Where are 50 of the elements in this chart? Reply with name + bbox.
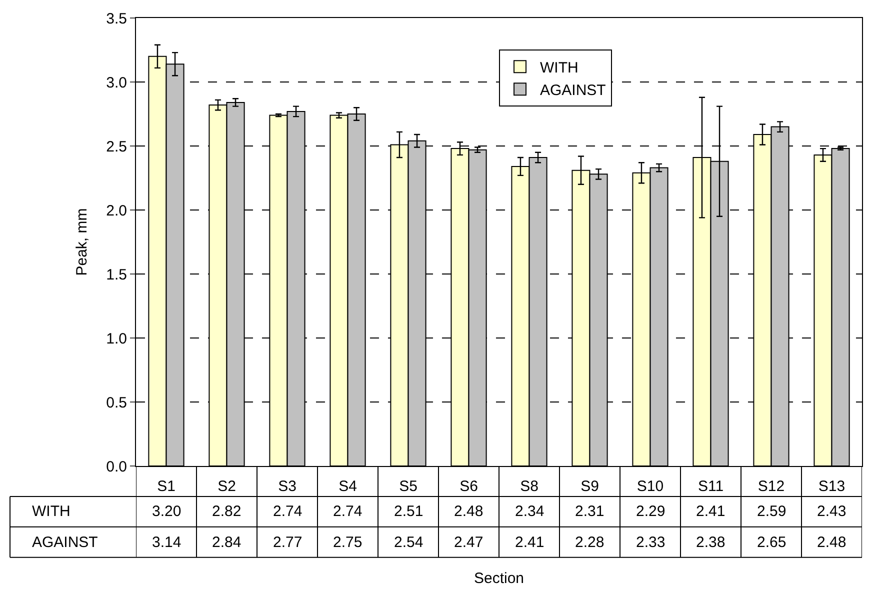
data-label: 3.14 bbox=[152, 534, 182, 551]
data-label: 2.74 bbox=[333, 503, 362, 520]
y-tick-label: 3.5 bbox=[106, 10, 127, 28]
x-tick-label: S8 bbox=[520, 478, 538, 495]
y-tick-label: 2.0 bbox=[106, 202, 127, 220]
x-tick-label: S9 bbox=[580, 478, 599, 495]
x-tick-label: S5 bbox=[399, 478, 418, 495]
legend-label: WITH bbox=[540, 59, 578, 76]
data-label: 2.65 bbox=[757, 534, 786, 551]
data-label: 2.77 bbox=[273, 534, 302, 551]
data-label: 2.38 bbox=[696, 534, 726, 551]
data-label: 2.82 bbox=[212, 503, 242, 520]
data-label: 2.48 bbox=[817, 534, 846, 551]
data-label: 2.33 bbox=[636, 534, 666, 551]
data-label: 2.59 bbox=[757, 503, 786, 520]
y-tick-label: 0.0 bbox=[106, 458, 127, 476]
x-tick-label: S2 bbox=[218, 478, 236, 495]
text: WITH bbox=[32, 503, 70, 520]
x-axis-title: Section bbox=[474, 570, 524, 587]
x-tick-label: S3 bbox=[278, 478, 296, 495]
data-label: 2.28 bbox=[575, 534, 604, 551]
x-tick-label: S4 bbox=[338, 478, 357, 495]
data-label: 2.47 bbox=[454, 534, 484, 551]
legend-label: AGAINST bbox=[540, 82, 606, 99]
data-label: 2.74 bbox=[273, 503, 302, 520]
y-tick-label: 2.5 bbox=[106, 138, 127, 156]
y-tick-label: 1.5 bbox=[106, 266, 127, 284]
y-tick-label: 0.5 bbox=[106, 394, 127, 412]
data-label: 2.75 bbox=[333, 534, 362, 551]
x-tick-label: S10 bbox=[636, 478, 664, 495]
data-label: 3.20 bbox=[152, 503, 182, 520]
data-label: 2.41 bbox=[696, 503, 726, 520]
data-label: 2.54 bbox=[394, 534, 424, 551]
x-tick-label: S1 bbox=[157, 478, 176, 495]
data-label: 2.41 bbox=[515, 534, 544, 551]
x-tick-label: S12 bbox=[758, 478, 785, 495]
data-label: 2.43 bbox=[817, 503, 846, 520]
x-tick-label: S13 bbox=[818, 478, 846, 495]
data-label: 2.31 bbox=[575, 503, 604, 520]
y-tick-label: 3.0 bbox=[106, 74, 127, 92]
y-tick-label: 1.0 bbox=[106, 330, 127, 348]
x-tick-label: S11 bbox=[698, 478, 724, 495]
data-label: 2.51 bbox=[394, 503, 424, 520]
y-axis-title: Peak, mm bbox=[73, 208, 90, 276]
text: AGAINST bbox=[32, 534, 98, 551]
data-label: 2.29 bbox=[636, 503, 666, 520]
data-label: 2.84 bbox=[212, 534, 242, 551]
data-label: 2.48 bbox=[454, 503, 484, 520]
x-tick-label: S6 bbox=[460, 478, 478, 495]
data-label: 2.34 bbox=[515, 503, 544, 520]
